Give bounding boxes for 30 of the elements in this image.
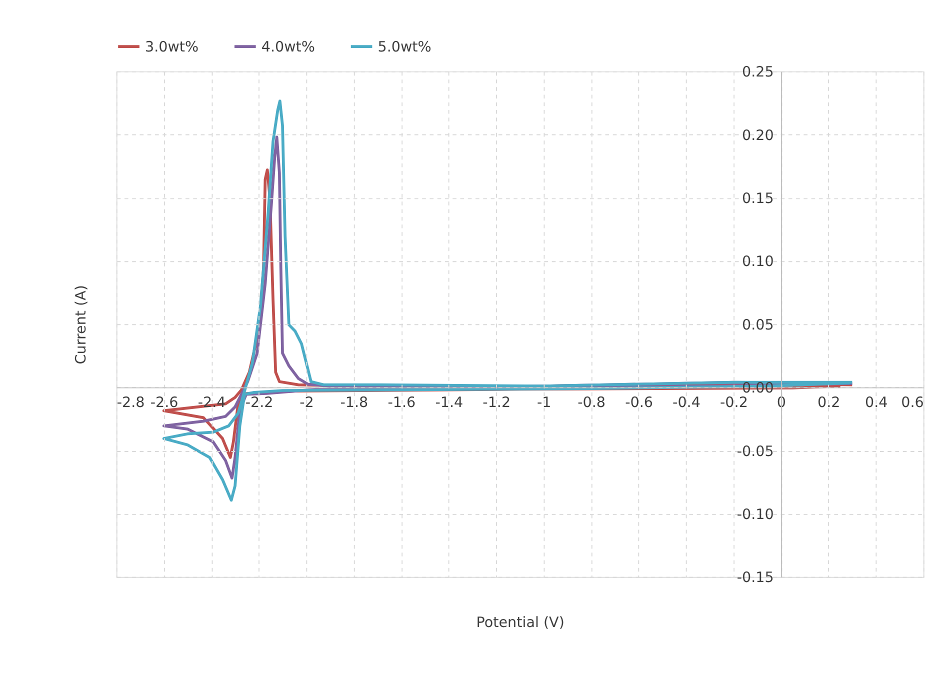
y-tick-label: 0.20: [742, 128, 774, 144]
x-tick-label: -2.8: [116, 394, 145, 411]
legend-label: 5.0wt%: [378, 39, 432, 56]
y-tick-label: 0.10: [742, 254, 774, 270]
x-axis-title: Potential (V): [476, 615, 564, 632]
x-tick-label: -1.6: [388, 394, 416, 411]
x-tick-label: -0.6: [625, 394, 653, 411]
x-tick-label: -0.4: [672, 394, 700, 411]
x-tick-label: -2.2: [245, 394, 274, 411]
x-tick-label: -1.4: [435, 394, 464, 411]
x-tick-label: -2.6: [150, 394, 178, 411]
x-tick-label: 0.2: [818, 394, 840, 411]
y-tick-label: -0.10: [736, 506, 774, 523]
x-tick-label: -1: [536, 394, 552, 411]
x-tick-label: -1.8: [340, 394, 368, 411]
y-tick-label: 0.25: [742, 64, 774, 81]
x-tick-label: 0.6: [901, 394, 924, 411]
y-tick-label: -0.15: [736, 570, 774, 586]
x-tick-label: -2: [300, 394, 314, 411]
x-tick-label: -1.2: [482, 394, 511, 411]
x-tick-label: 0.4: [865, 394, 888, 411]
y-tick-label: -0.05: [736, 444, 774, 460]
x-tick-label: -0.2: [720, 394, 748, 411]
y-tick-label: 0.05: [742, 317, 774, 334]
x-tick-label: -0.8: [578, 394, 606, 411]
legend-label: 4.0wt%: [261, 39, 315, 56]
y-tick-label: 0.15: [742, 190, 774, 207]
x-tick-label: 0: [776, 394, 786, 411]
legend-label: 3.0wt%: [144, 39, 199, 56]
y-axis-title: Current (A): [73, 285, 90, 364]
